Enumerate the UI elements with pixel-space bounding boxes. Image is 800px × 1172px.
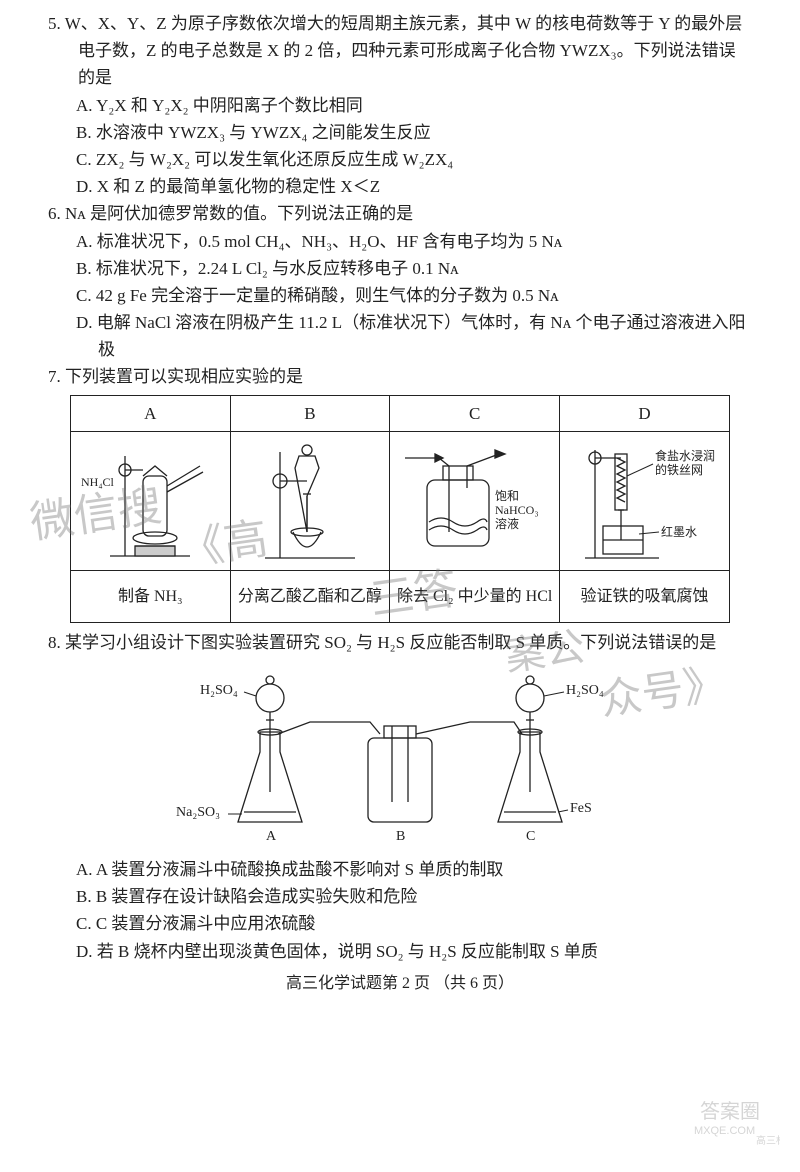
- q5-opt-0: A. Y₂X 和 Y₂X₂ 中阴阳离子个数比相同: [48, 92, 752, 119]
- svg-text:溶液: 溶液: [495, 516, 519, 531]
- q7-col-C: C: [390, 395, 560, 431]
- q7-table: ABCD NH₄Cl 饱和: [70, 395, 730, 623]
- q8-opt-1: B. B 装置存在设计缺陷会造成实验失败和危险: [48, 883, 752, 910]
- q7-col-B: B: [230, 395, 390, 431]
- q8-opt-3: D. 若 B 烧杯内壁出现淡黄色固体，说明 SO₂ 与 H₂S 反应能制取 S …: [48, 938, 752, 965]
- q8-opt-0: A. A 装置分液漏斗中硫酸换成盐酸不影响对 S 单质的制取: [48, 856, 752, 883]
- q8-figure: H₂SO₄ H₂SO₄ Na₂SO₃ FeS A B C: [48, 662, 752, 852]
- answer-badge: 答案圈 MXQE.COM 高三标准: [660, 1092, 780, 1152]
- q5-opt-2: C. ZX₂ 与 W₂X₂ 可以发生氧化还原反应生成 W₂ZX₄: [48, 146, 752, 173]
- q5-opt-3: D. X 和 Z 的最简单氢化物的稳定性 X＜Z: [48, 173, 752, 200]
- svg-text:C: C: [526, 829, 535, 844]
- q5-opt-1: B. 水溶液中 YWZX₃ 与 YWZX₄ 之间能发生反应: [48, 119, 752, 146]
- page-footer: 高三化学试题第 2 页 （共 6 页）: [48, 971, 752, 997]
- q5-stem: 5. W、X、Y、Z 为原子序数依次增大的短周期主族元素，其中 W 的核电荷数等…: [48, 10, 752, 92]
- q6-opt-0: A. 标准状况下，0.5 mol CH₄、NH₃、H₂O、HF 含有电子均为 5…: [48, 228, 752, 255]
- q6-opt-2: C. 42 g Fe 完全溶于一定量的稀硝酸，则生气体的分子数为 0.5 Nᴀ: [48, 282, 752, 309]
- q6-opt-1: B. 标准状况下，2.24 L Cl₂ 与水反应转移电子 0.1 Nᴀ: [48, 255, 752, 282]
- badge-side-svg: 高三标准: [756, 1134, 780, 1147]
- svg-text:饱和: 饱和: [495, 488, 519, 503]
- badge-line2-svg: MXQE.COM: [694, 1125, 755, 1137]
- q7-A-label: NH₄Cl: [81, 475, 115, 489]
- q7-caption-1: 分离乙酸乙酯和乙醇: [230, 570, 390, 622]
- svg-text:红墨水: 红墨水: [661, 524, 697, 539]
- q8-opt-2: C. C 装置分液漏斗中应用浓硫酸: [48, 910, 752, 937]
- q7-stem: 7. 下列装置可以实现相应实验的是: [48, 363, 752, 390]
- q6-stem: 6. Nᴀ 是阿伏加德罗常数的值。下列说法正确的是: [48, 200, 752, 227]
- svg-text:Na₂SO₃: Na₂SO₃: [176, 805, 220, 820]
- q7-caption-2: 除去 Cl₂ 中少量的 HCl: [390, 570, 560, 622]
- svg-text:食盐水浸润: 食盐水浸润: [655, 448, 715, 463]
- q7-cell-C: 饱和 NaHCO₃ 溶液: [390, 431, 560, 570]
- svg-text:的铁丝网: 的铁丝网: [655, 462, 703, 477]
- q7-caption-0: 制备 NH₃: [71, 570, 231, 622]
- q7-col-D: D: [560, 395, 730, 431]
- q8-stem: 8. 某学习小组设计下图实验装置研究 SO₂ 与 H₂S 反应能否制取 S 单质…: [48, 629, 752, 656]
- q7-caption-3: 验证铁的吸氧腐蚀: [560, 570, 730, 622]
- page-content: 5. W、X、Y、Z 为原子序数依次增大的短周期主族元素，其中 W 的核电荷数等…: [48, 10, 752, 996]
- badge-line1-svg: 答案圈: [700, 1100, 760, 1123]
- q7-col-A: A: [71, 395, 231, 431]
- svg-text:FeS: FeS: [570, 801, 592, 816]
- q7-cell-A: NH₄Cl: [71, 431, 231, 570]
- q6-opt-3: D. 电解 NaCl 溶液在阴极产生 11.2 L（标准状况下）气体时，有 Nᴀ…: [48, 309, 752, 363]
- svg-text:H₂SO₄: H₂SO₄: [200, 683, 238, 698]
- svg-text:A: A: [266, 829, 277, 844]
- svg-text:B: B: [396, 829, 405, 844]
- svg-text:NaHCO₃: NaHCO₃: [495, 503, 539, 517]
- q7-cell-D: 食盐水浸润 的铁丝网 红墨水: [560, 431, 730, 570]
- svg-text:H₂SO₄: H₂SO₄: [566, 683, 604, 698]
- q7-cell-B: [230, 431, 390, 570]
